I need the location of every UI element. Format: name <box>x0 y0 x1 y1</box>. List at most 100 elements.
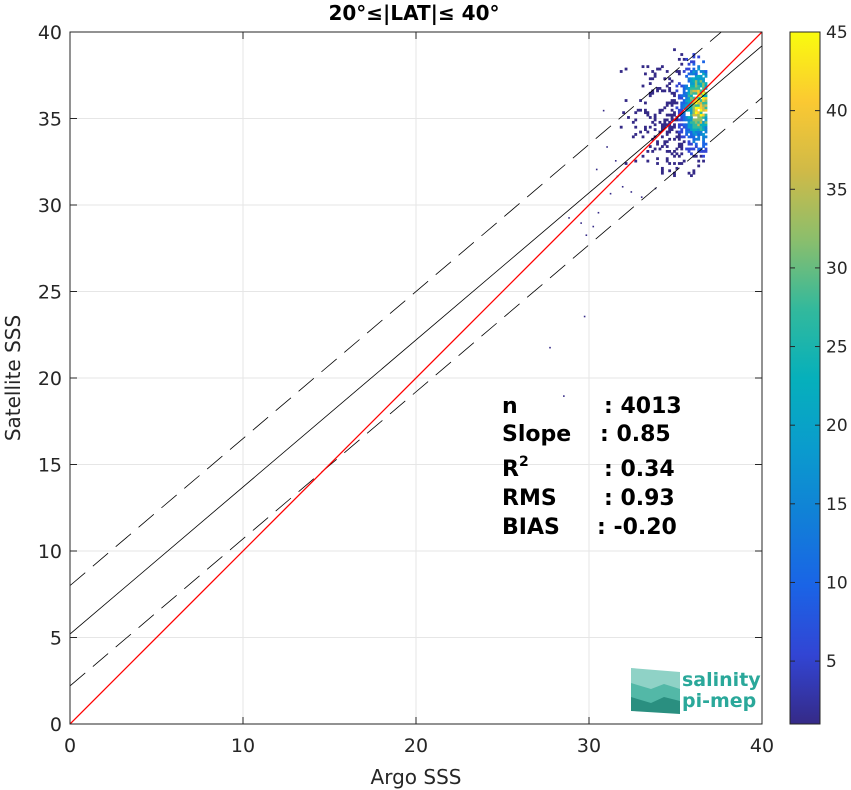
density-bin <box>699 70 703 73</box>
density-bin <box>646 111 650 115</box>
density-bin <box>663 89 667 93</box>
density-bin <box>702 135 705 139</box>
outlier-point <box>592 225 595 228</box>
density-bin <box>687 123 691 127</box>
density-bin <box>670 125 674 129</box>
density-bin <box>702 82 705 85</box>
density-bin <box>680 128 684 132</box>
density-bin <box>692 79 696 83</box>
density-bin <box>656 67 659 71</box>
density-bin <box>682 99 686 102</box>
density-bin <box>680 116 684 119</box>
y-tick-label: 10 <box>38 541 62 563</box>
density-bin <box>692 55 696 59</box>
density-bin <box>665 103 669 107</box>
density-bin <box>704 94 708 98</box>
density-bin <box>692 120 696 124</box>
density-bin <box>682 87 686 90</box>
density-bin <box>687 67 691 71</box>
density-bin <box>704 108 708 112</box>
density-bin <box>675 152 679 156</box>
density-bin <box>656 157 659 161</box>
density-bin <box>697 120 701 124</box>
density-bin <box>663 123 667 127</box>
density-bin <box>685 147 689 151</box>
density-bin <box>665 113 669 117</box>
density-bin <box>704 147 708 151</box>
outlier-point <box>614 160 617 162</box>
density-bin <box>641 84 645 88</box>
density-bin <box>685 125 689 129</box>
density-bin <box>682 116 686 119</box>
density-bin <box>704 96 708 100</box>
density-bin <box>704 128 708 132</box>
density-bin <box>660 135 664 139</box>
density-bin <box>663 106 667 110</box>
density-bin <box>619 125 623 129</box>
y-tick-label: 40 <box>38 22 62 44</box>
density-bin <box>670 101 674 105</box>
density-bin <box>658 111 662 115</box>
density-bin <box>660 169 664 173</box>
density-bin <box>648 116 652 119</box>
density-bin <box>648 125 652 129</box>
density-bin <box>673 111 676 115</box>
density-bin <box>648 145 652 148</box>
density-bin <box>656 162 659 165</box>
density-bin <box>682 57 686 61</box>
density-bin <box>694 133 698 136</box>
density-bin <box>704 70 708 73</box>
density-bin <box>692 101 696 105</box>
density-bin <box>687 79 691 83</box>
density-bin <box>699 89 703 93</box>
x-tick-label: 0 <box>64 735 76 757</box>
density-bin <box>692 125 696 129</box>
density-bin <box>690 94 693 98</box>
density-bin <box>660 145 664 148</box>
density-bin <box>690 91 693 95</box>
regression-lines <box>70 32 762 724</box>
density-bin <box>673 149 676 153</box>
density-bin <box>697 164 701 168</box>
density-bin <box>694 113 698 117</box>
density-bin <box>677 135 681 139</box>
density-bin <box>668 137 672 141</box>
density-bin <box>694 123 698 127</box>
stat-r2-label: R2 <box>502 454 529 482</box>
density-bin <box>685 57 689 61</box>
density-bin <box>677 125 681 129</box>
density-bin <box>685 103 689 107</box>
density-bin <box>702 128 705 132</box>
density-bin <box>697 87 701 90</box>
density-bin <box>682 159 686 163</box>
density-bin <box>699 94 703 98</box>
density-bin <box>690 99 693 102</box>
density-bin <box>619 70 623 73</box>
y-tick-label: 30 <box>38 195 62 217</box>
density-bin <box>644 111 647 115</box>
density-bin <box>685 67 689 71</box>
density-bin <box>648 77 652 81</box>
density-bin <box>697 159 701 163</box>
density-bin <box>687 125 691 129</box>
colorbar-tick-label: 30 <box>826 259 848 279</box>
density-bin <box>704 118 708 122</box>
density-bin <box>690 133 693 136</box>
density-bin <box>694 154 698 158</box>
density-bin <box>644 125 647 129</box>
density-bin <box>685 96 689 100</box>
density-bin <box>690 106 693 110</box>
x-tick-label: 30 <box>577 735 601 757</box>
density-bin <box>704 82 708 85</box>
density-bin <box>680 106 684 110</box>
density-bin <box>641 154 645 158</box>
colorbar: 5 10 15 20 25 30 35 40 45 <box>789 23 848 725</box>
density-bin <box>653 72 657 76</box>
density-bin <box>663 125 667 129</box>
outlier-point <box>621 185 624 188</box>
density-bin <box>699 82 703 85</box>
density-bin <box>660 128 664 132</box>
density-bin <box>702 77 705 81</box>
logo-line2: pi-mep <box>682 690 756 712</box>
density-bin <box>677 130 681 134</box>
